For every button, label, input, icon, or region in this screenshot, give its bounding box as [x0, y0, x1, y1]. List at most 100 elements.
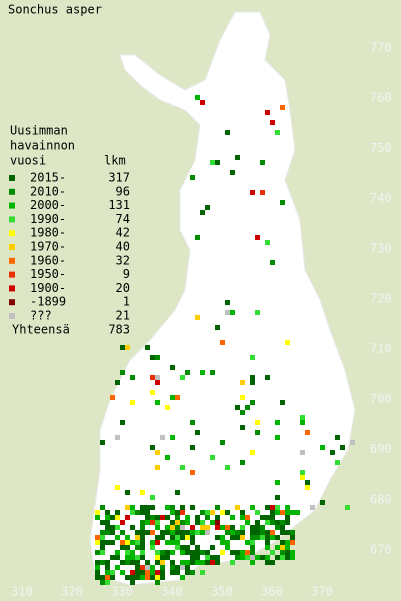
- legend-swatch: [9, 271, 15, 278]
- observation-square: [155, 400, 160, 405]
- observation-square: [120, 560, 125, 565]
- observation-square: [285, 540, 290, 545]
- observation-square: [250, 535, 255, 540]
- observation-square: [250, 190, 255, 195]
- observation-square: [135, 570, 140, 575]
- observation-square: [170, 435, 175, 440]
- observation-layer: [95, 95, 355, 585]
- observation-square: [245, 550, 250, 555]
- legend-swatch: [9, 313, 15, 319]
- observation-square: [130, 505, 135, 510]
- observation-square: [250, 550, 255, 555]
- observation-square: [145, 510, 150, 515]
- observation-square: [285, 340, 290, 345]
- observation-square: [270, 515, 275, 520]
- legend-label: 1980-: [30, 226, 66, 240]
- observation-square: [270, 550, 275, 555]
- observation-square: [120, 540, 125, 545]
- observation-square: [125, 535, 130, 540]
- legend-total-label: Yhteensä: [12, 322, 70, 336]
- observation-square: [265, 560, 270, 565]
- observation-square: [280, 550, 285, 555]
- legend-swatch: [9, 202, 15, 209]
- observation-square: [115, 515, 120, 520]
- observation-square: [205, 525, 210, 530]
- observation-square: [215, 160, 220, 165]
- observation-square: [300, 450, 305, 455]
- observation-square: [250, 555, 255, 560]
- observation-square: [125, 545, 130, 550]
- observation-square: [195, 235, 200, 240]
- observation-square: [120, 545, 125, 550]
- observation-square: [155, 515, 160, 520]
- observation-square: [290, 540, 295, 545]
- observation-square: [270, 505, 275, 510]
- observation-square: [110, 575, 115, 580]
- observation-square: [255, 520, 260, 525]
- observation-square: [180, 510, 185, 515]
- observation-square: [280, 545, 285, 550]
- observation-square: [105, 580, 110, 585]
- observation-square: [180, 565, 185, 570]
- observation-square: [155, 380, 160, 385]
- observation-square: [215, 555, 220, 560]
- observation-square: [240, 535, 245, 540]
- observation-square: [185, 545, 190, 550]
- observation-square: [135, 545, 140, 550]
- observation-square: [270, 520, 275, 525]
- observation-square: [180, 375, 185, 380]
- observation-square: [245, 540, 250, 545]
- observation-square: [120, 370, 125, 375]
- y-grid-label: 770: [370, 41, 392, 55]
- observation-square: [285, 515, 290, 520]
- observation-square: [105, 525, 110, 530]
- observation-square: [240, 510, 245, 515]
- observation-square: [195, 520, 200, 525]
- observation-square: [140, 570, 145, 575]
- legend-swatch: [9, 244, 15, 250]
- legend-count: 96: [116, 184, 130, 198]
- observation-square: [280, 530, 285, 535]
- observation-square: [270, 120, 275, 125]
- observation-square: [150, 495, 155, 500]
- legend-label: 1900-: [30, 281, 66, 295]
- observation-square: [255, 420, 260, 425]
- observation-square: [100, 575, 105, 580]
- observation-square: [255, 525, 260, 530]
- observation-square: [100, 560, 105, 565]
- observation-square: [215, 520, 220, 525]
- observation-square: [250, 560, 255, 565]
- observation-square: [275, 495, 280, 500]
- observation-square: [275, 535, 280, 540]
- observation-square: [285, 510, 290, 515]
- observation-square: [220, 535, 225, 540]
- observation-square: [135, 530, 140, 535]
- observation-square: [110, 525, 115, 530]
- observation-square: [185, 550, 190, 555]
- observation-square: [265, 110, 270, 115]
- observation-square: [270, 260, 275, 265]
- observation-square: [190, 420, 195, 425]
- observation-square: [155, 535, 160, 540]
- observation-square: [170, 395, 175, 400]
- observation-square: [185, 515, 190, 520]
- observation-square: [130, 540, 135, 545]
- observation-square: [140, 490, 145, 495]
- observation-square: [270, 560, 275, 565]
- observation-square: [110, 570, 115, 575]
- observation-square: [175, 490, 180, 495]
- observation-square: [95, 550, 100, 555]
- observation-square: [155, 570, 160, 575]
- observation-square: [160, 550, 165, 555]
- legend-count: 131: [108, 198, 130, 212]
- legend-swatch: [9, 285, 15, 292]
- observation-square: [130, 525, 135, 530]
- observation-square: [275, 130, 280, 135]
- observation-square: [165, 555, 170, 560]
- observation-square: [180, 575, 185, 580]
- observation-square: [130, 400, 135, 405]
- observation-square: [260, 535, 265, 540]
- observation-square: [150, 375, 155, 380]
